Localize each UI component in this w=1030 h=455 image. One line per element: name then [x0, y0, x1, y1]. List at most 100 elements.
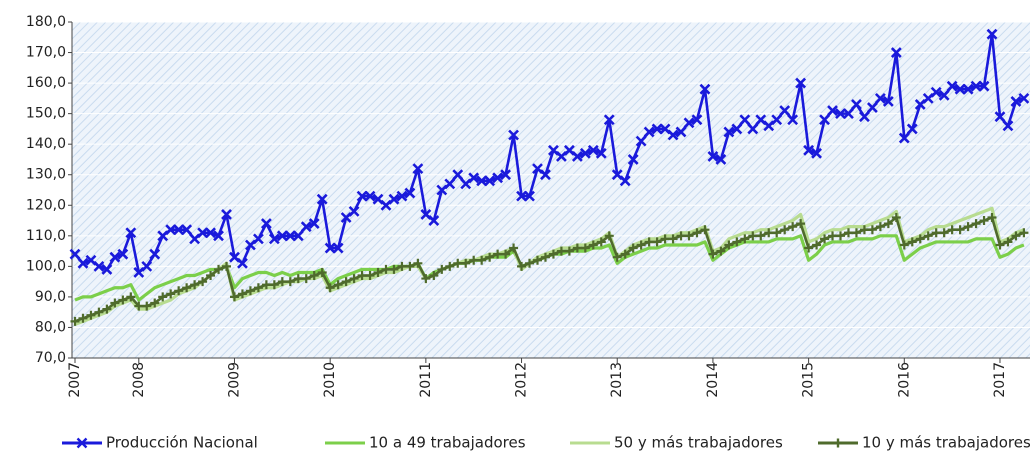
marker [142, 301, 152, 311]
marker [707, 150, 719, 162]
marker [388, 193, 400, 205]
marker [692, 228, 702, 238]
marker [636, 240, 646, 250]
y-tick-label: 80,0 [35, 319, 66, 335]
marker [444, 178, 456, 190]
marker [652, 237, 662, 247]
marker [93, 260, 105, 272]
marker [732, 237, 742, 247]
marker [1003, 237, 1013, 247]
marker [276, 230, 288, 242]
marker [779, 105, 791, 117]
marker [300, 221, 312, 233]
marker [532, 163, 543, 175]
marker [453, 258, 463, 268]
y-tick-label: 70,0 [35, 350, 66, 366]
marker [890, 47, 902, 58]
marker [126, 292, 136, 302]
marker [771, 114, 783, 126]
marker [812, 240, 822, 250]
plot-area [72, 22, 1030, 358]
marker [747, 123, 759, 135]
marker [715, 154, 727, 165]
marker [229, 251, 240, 263]
marker [484, 175, 496, 187]
marker [963, 222, 973, 232]
marker [979, 216, 989, 226]
legend: Producción Nacional 10 a 49 trabajadores 5… [62, 434, 1030, 452]
x-tick-label: 2009 [226, 362, 242, 398]
marker [389, 264, 399, 274]
marker [525, 258, 535, 268]
marker [214, 264, 224, 274]
marker [468, 172, 480, 184]
marker [740, 234, 750, 244]
marker [596, 237, 606, 247]
x-tick-label: 2014 [705, 362, 721, 398]
marker [819, 114, 830, 126]
marker [946, 80, 958, 92]
marker [213, 230, 224, 242]
legend-label: Producción Nacional [106, 434, 258, 452]
marker [739, 114, 751, 126]
marker [724, 240, 734, 250]
marker [548, 144, 559, 156]
marker [571, 150, 583, 162]
marker [356, 190, 368, 202]
marker [86, 310, 96, 320]
marker [253, 283, 263, 293]
marker [182, 283, 192, 293]
marker [748, 231, 758, 241]
marker [413, 258, 423, 268]
marker [874, 92, 886, 104]
marker [915, 234, 925, 244]
marker [357, 271, 367, 281]
marker [372, 193, 384, 205]
marker [365, 271, 375, 281]
y-tick-label: 130,0 [26, 167, 66, 183]
marker [341, 277, 351, 287]
marker [764, 228, 774, 238]
marker [165, 224, 177, 236]
marker [190, 280, 200, 290]
marker [811, 147, 823, 159]
marker [229, 292, 239, 302]
x-tick-label: 2015 [801, 362, 817, 398]
marker [101, 263, 113, 275]
marker [269, 280, 279, 290]
marker [421, 274, 431, 284]
marker [755, 114, 767, 126]
marker [70, 316, 80, 326]
marker [931, 228, 941, 238]
legend-label: 50 y más trabajadores [614, 434, 783, 452]
marker [907, 237, 917, 247]
marker [268, 233, 280, 245]
marker [659, 123, 671, 135]
marker [930, 86, 942, 98]
marker [708, 249, 718, 259]
marker [700, 225, 710, 235]
marker [292, 230, 304, 242]
marker [970, 80, 982, 92]
marker [564, 246, 574, 256]
marker [461, 258, 471, 268]
marker [412, 163, 424, 175]
marker [612, 252, 622, 262]
marker [469, 255, 479, 265]
marker [620, 249, 630, 259]
marker [524, 190, 535, 202]
marker [851, 228, 861, 238]
marker [923, 231, 933, 241]
marker [500, 169, 512, 181]
marker [260, 218, 272, 230]
marker [316, 193, 328, 205]
marker [859, 225, 869, 235]
y-tick-label: 110,0 [26, 228, 66, 244]
marker [795, 77, 807, 89]
marker [780, 225, 790, 235]
marker [477, 255, 487, 265]
marker [922, 92, 934, 104]
marker [110, 298, 120, 308]
marker [404, 187, 416, 199]
marker [141, 260, 153, 272]
